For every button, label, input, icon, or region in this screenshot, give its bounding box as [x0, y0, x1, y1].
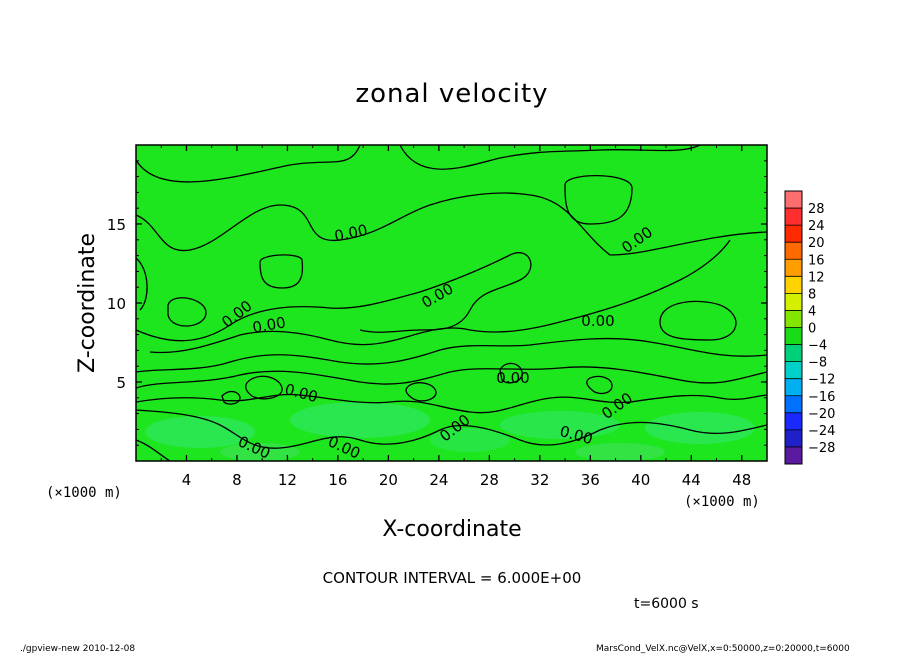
colorbar-swatch: [785, 412, 802, 431]
colorbar-swatch: [785, 446, 802, 465]
colorbar-swatch: [785, 361, 802, 380]
colorbar-label: 4: [808, 304, 816, 319]
contour-line: [499, 362, 523, 384]
colorbar-label: 0: [808, 322, 816, 337]
colorbar-swatch: [785, 225, 802, 243]
colorbar-swatch: [785, 259, 802, 277]
contour-line: [136, 252, 532, 342]
x-axis-label: X-coordinate: [382, 517, 521, 542]
x-tick-label: 16: [328, 471, 347, 489]
colorbar-label: 12: [808, 270, 825, 285]
x-tick-label: 4: [182, 471, 192, 489]
footer-left: ./gpview-new 2010-12-08: [20, 644, 135, 654]
shade-patch: [430, 428, 510, 452]
colorbar-label: −24: [808, 424, 835, 439]
y-tick-label: 5: [116, 374, 126, 392]
colorbar-swatch: [785, 327, 802, 345]
contour-line: [405, 382, 437, 402]
shade-patch: [500, 411, 620, 439]
shade-patch: [145, 416, 255, 448]
contour-line: [136, 192, 767, 256]
colorbar-label: −12: [808, 373, 835, 388]
y-tick-label: 10: [107, 295, 126, 313]
contour-label: 0.00: [496, 369, 529, 387]
colorbar-label: 24: [808, 219, 825, 234]
y-axis-ticks: 5 10 15: [107, 160, 767, 446]
colorbar-label: −8: [808, 356, 827, 371]
x-tick-label: 48: [732, 471, 751, 489]
colorbar-swatch: [785, 276, 802, 294]
contour-line: [245, 375, 283, 400]
contour-line: [149, 239, 731, 354]
chart-title: zonal velocity: [355, 79, 548, 109]
x-axis-ticks: 4 8 12 16 20 24 28 32 36 40 44 48: [160, 145, 751, 489]
plot-background: [136, 145, 767, 461]
colorbar-label: −28: [808, 441, 835, 456]
contour-label: 0.00: [581, 312, 614, 330]
contour-line: [259, 254, 304, 289]
colorbar-swatch: [785, 429, 802, 448]
shade-patch: [290, 402, 430, 438]
colorbar-swatch: [785, 310, 802, 328]
colorbar-swatch: [785, 378, 802, 397]
shade-patch: [645, 412, 755, 444]
contour-line: [136, 393, 767, 414]
contour-line: [167, 297, 207, 327]
x-tick-label: 36: [581, 471, 600, 489]
x-unit-label-left: (×1000 m): [46, 485, 122, 501]
contour-line: [136, 257, 148, 311]
colorbar-label: −16: [808, 390, 835, 405]
contour-line: [136, 337, 767, 373]
contour-line: [586, 375, 613, 395]
colorbar-label: 8: [808, 287, 816, 302]
time-text: t=6000 s: [634, 596, 699, 612]
contour-label: 0.00: [251, 313, 287, 337]
colorbar-label: 28: [808, 202, 825, 217]
contour-line: [221, 390, 241, 405]
colorbar-label: 20: [808, 236, 825, 251]
contour-line: [659, 300, 737, 341]
low-level-shading: [145, 402, 755, 461]
colorbar: 28 24 20 16 12 8 4 0 −4 −8 −12 −16 −20 −24 −28: [784, 190, 835, 465]
x-unit-label-right: (×1000 m): [684, 494, 760, 510]
x-tick-label: 24: [429, 471, 448, 489]
shade-patch: [575, 443, 665, 461]
x-tick-label: 28: [480, 471, 499, 489]
x-tick-label: 40: [631, 471, 650, 489]
colorbar-swatch: [785, 395, 802, 414]
contour-interval-text: CONTOUR INTERVAL = 6.000E+00: [323, 569, 582, 587]
colorbar-swatch: [785, 208, 802, 226]
colorbar-swatch: [785, 293, 802, 311]
colorbar-label: −20: [808, 407, 835, 422]
x-tick-label: 32: [530, 471, 549, 489]
colorbar-swatch: [785, 344, 802, 363]
colorbar-label: 16: [808, 253, 825, 268]
y-tick-label: 15: [107, 216, 126, 234]
plot-area: 0.00 0.00 0.00 0.00 0.00 0.00 0.00 0.00 …: [107, 144, 768, 489]
contour-line: [136, 366, 767, 389]
colorbar-label: −4: [808, 339, 827, 354]
contour-line: [136, 145, 361, 183]
colorbar-swatch: [785, 242, 802, 260]
x-tick-label: 44: [682, 471, 701, 489]
y-axis-label: Z-coordinate: [75, 233, 100, 373]
contour-line: [136, 409, 767, 449]
contour-lines: [136, 145, 767, 461]
contour-line: [136, 439, 171, 461]
contour-line: [399, 145, 701, 170]
x-tick-label: 20: [379, 471, 398, 489]
x-tick-label: 8: [232, 471, 242, 489]
x-tick-label: 12: [278, 471, 297, 489]
footer-right: MarsCond_VelX.nc@VelX,x=0:50000,z=0:2000…: [596, 644, 850, 654]
colorbar-swatch: [785, 191, 802, 209]
